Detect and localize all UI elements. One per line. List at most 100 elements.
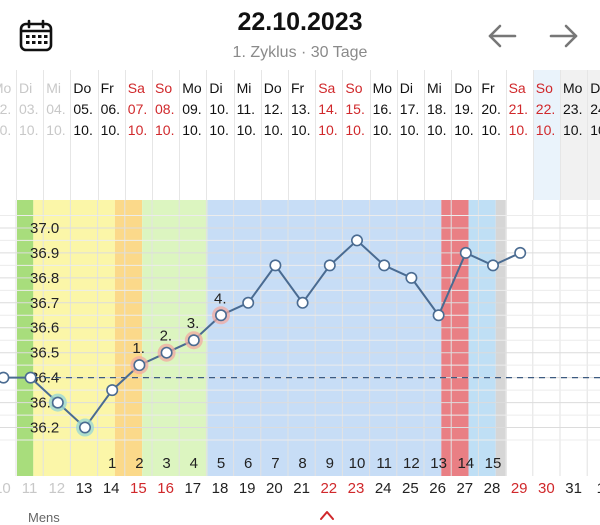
day-label: 18. — [427, 101, 447, 117]
date-column[interactable]: Di 24. 10. — [587, 70, 600, 200]
date-column[interactable]: Fr 13. 10. — [288, 70, 315, 200]
calendar-day-number[interactable]: 18 — [211, 480, 229, 497]
month-label: 10. — [399, 122, 420, 138]
cycle-day-row: Mens 10 11 12 13 14 15 16 17 18 19 20 21 22 23 24 25 26 2… — [0, 476, 600, 525]
phase-day-number: 1 — [108, 455, 116, 472]
month-label: 10. — [100, 122, 121, 138]
day-label: 11. — [236, 101, 256, 117]
temperature-point — [378, 259, 391, 272]
date-column[interactable]: Do 12. 10. — [260, 70, 288, 200]
date-column[interactable]: Mi 11. 10. — [233, 70, 261, 200]
date-column[interactable]: Mo 16. 10. — [369, 70, 397, 200]
mens-label: Mens — [28, 510, 60, 525]
day-label: 03. — [19, 101, 39, 117]
date-column[interactable]: So 08. 10. — [152, 70, 179, 200]
phase-day-number: 13 — [430, 455, 447, 472]
arrow-right-icon — [549, 24, 578, 48]
calendar-button[interactable] — [16, 16, 56, 56]
weekday-label: Mi — [236, 80, 252, 96]
previous-button[interactable] — [482, 16, 522, 56]
date-strip: Mo 02. 10. Di 03. 10. Mi 04. 10. Do 05. 10. Fr 06. 10.… — [0, 70, 600, 200]
date-column[interactable]: Do 05. 10. — [70, 70, 97, 200]
page-title: 22.10.2023 — [237, 8, 363, 36]
arrow-left-icon — [488, 24, 517, 48]
weekday-label: Mo — [0, 80, 12, 96]
y-tick-label: 36.9 — [30, 245, 59, 262]
phase-day-number: 6 — [244, 455, 252, 472]
calendar-day-number[interactable]: 26 — [429, 480, 446, 497]
date-column[interactable]: Di 17. 10. — [396, 70, 424, 200]
point-label: 2. — [160, 328, 173, 345]
weekday-label: Fr — [100, 80, 114, 96]
date-column[interactable]: Mi 04. 10. — [43, 70, 70, 200]
calendar-day-number[interactable]: 25 — [402, 480, 419, 497]
date-column[interactable]: Do 19. 10. — [451, 70, 478, 200]
month-label: 10. — [291, 122, 311, 138]
weekday-label: Do — [454, 80, 473, 96]
date-column[interactable]: So 15. 10. — [342, 70, 369, 200]
date-column[interactable]: Mi 18. 10. — [424, 70, 451, 200]
date-column[interactable]: Di 03. 10. — [16, 70, 43, 200]
calendar-day-number[interactable]: 15 — [130, 480, 147, 497]
temperature-point — [459, 246, 472, 259]
calendar-day-number[interactable]: 19 — [238, 480, 256, 497]
date-column[interactable]: Fr 20. 10. — [478, 70, 505, 200]
calendar-day-number[interactable]: 12 — [48, 480, 66, 497]
day-label: 22. — [535, 101, 556, 117]
date-column[interactable]: Sa 07. 10. — [124, 70, 152, 200]
calendar-day-number[interactable]: 22 — [320, 480, 338, 497]
day-label: 24. — [590, 101, 600, 117]
calendar-day-number[interactable]: 27 — [456, 480, 474, 497]
weekday-label: Mi — [46, 80, 61, 96]
day-label: 23. — [563, 101, 583, 117]
date-column[interactable]: Mo 02. 10. — [0, 70, 16, 200]
weekday-label: Fr — [481, 80, 495, 96]
date-column[interactable]: Fr 06. 10. — [97, 70, 125, 200]
phase-day-number: 2 — [135, 455, 143, 472]
next-button[interactable] — [544, 16, 584, 56]
calendar-day-number[interactable]: 11 — [21, 480, 38, 497]
date-column[interactable]: Mo 09. 10. — [179, 70, 206, 200]
date-column[interactable]: Sa 21. 10. — [505, 70, 533, 200]
y-tick-label: 36.7 — [30, 295, 59, 312]
date-column[interactable]: Mo 23. 10. — [560, 70, 588, 200]
weekday-label: Di — [19, 80, 33, 96]
date-column[interactable]: So 22. 10. — [532, 70, 560, 200]
calendar-day-number[interactable]: 28 — [483, 480, 501, 497]
phase-band — [441, 200, 469, 476]
calendar-day-number[interactable]: 14 — [102, 480, 120, 497]
calendar-day-number[interactable]: 31 — [565, 480, 582, 497]
weekday-label: Do — [263, 80, 282, 96]
calendar-day-number[interactable]: 16 — [157, 480, 174, 497]
day-label: 04. — [46, 101, 66, 117]
day-label: 13. — [291, 101, 311, 117]
calendar-day-number[interactable]: 10 — [0, 480, 11, 497]
calendar-day-number[interactable]: 24 — [374, 480, 392, 497]
month-label: 10. — [563, 122, 583, 138]
header: 22.10.2023 1. Zyklus · 30 Tage — [0, 0, 600, 70]
date-column[interactable]: Sa 14. 10. — [315, 70, 342, 200]
month-label: 10. — [427, 122, 447, 138]
calendar-day-number[interactable]: 17 — [184, 480, 202, 497]
calendar-icon — [19, 19, 53, 52]
y-tick-label: 36.5 — [30, 345, 59, 362]
calendar-day-number[interactable]: 21 — [293, 480, 310, 497]
calendar-day-number[interactable]: 1 — [587, 480, 600, 497]
calendar-day-number[interactable]: 20 — [266, 480, 283, 497]
phase-day-number: 12 — [403, 455, 420, 472]
temperature-point — [242, 296, 255, 309]
calendar-day-number[interactable]: 23 — [347, 480, 365, 497]
temperature-point — [133, 359, 146, 372]
temperature-point — [24, 371, 37, 384]
day-label: 12. — [263, 101, 284, 117]
calendar-day-number[interactable]: 29 — [510, 480, 528, 497]
day-label: 05. — [73, 101, 93, 117]
day-label: 15. — [345, 101, 365, 117]
phase-band — [207, 200, 442, 476]
calendar-day-number[interactable]: 13 — [75, 480, 93, 497]
point-label: 1. — [132, 340, 145, 357]
day-label: 17. — [399, 101, 420, 117]
calendar-day-number[interactable]: 30 — [538, 480, 555, 497]
day-label: 02. — [0, 101, 12, 117]
date-column[interactable]: Di 10. 10. — [206, 70, 233, 200]
